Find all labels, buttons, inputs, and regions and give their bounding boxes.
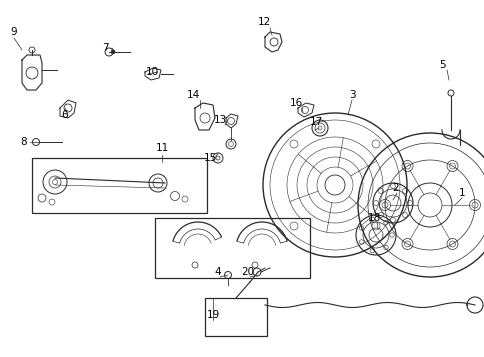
Text: 4: 4 xyxy=(214,267,221,277)
Text: 2: 2 xyxy=(392,183,398,193)
Text: 13: 13 xyxy=(213,115,226,125)
Bar xyxy=(155,218,309,278)
Text: 11: 11 xyxy=(155,143,168,153)
Text: 14: 14 xyxy=(186,90,199,100)
Text: 16: 16 xyxy=(289,98,302,108)
Bar xyxy=(32,158,207,213)
Text: 9: 9 xyxy=(11,27,17,37)
Text: 15: 15 xyxy=(203,153,216,163)
Text: 6: 6 xyxy=(61,110,68,120)
Text: 19: 19 xyxy=(206,310,219,320)
Text: 1: 1 xyxy=(458,188,464,198)
Text: 10: 10 xyxy=(145,67,158,77)
Text: 20: 20 xyxy=(241,267,254,277)
Text: 3: 3 xyxy=(348,90,355,100)
Text: 12: 12 xyxy=(257,17,270,27)
Circle shape xyxy=(111,50,115,54)
Text: 17: 17 xyxy=(309,117,322,127)
Text: 18: 18 xyxy=(366,213,380,223)
Text: 7: 7 xyxy=(102,43,108,53)
Bar xyxy=(205,298,267,336)
Text: 8: 8 xyxy=(21,137,27,147)
Text: 5: 5 xyxy=(439,60,445,70)
